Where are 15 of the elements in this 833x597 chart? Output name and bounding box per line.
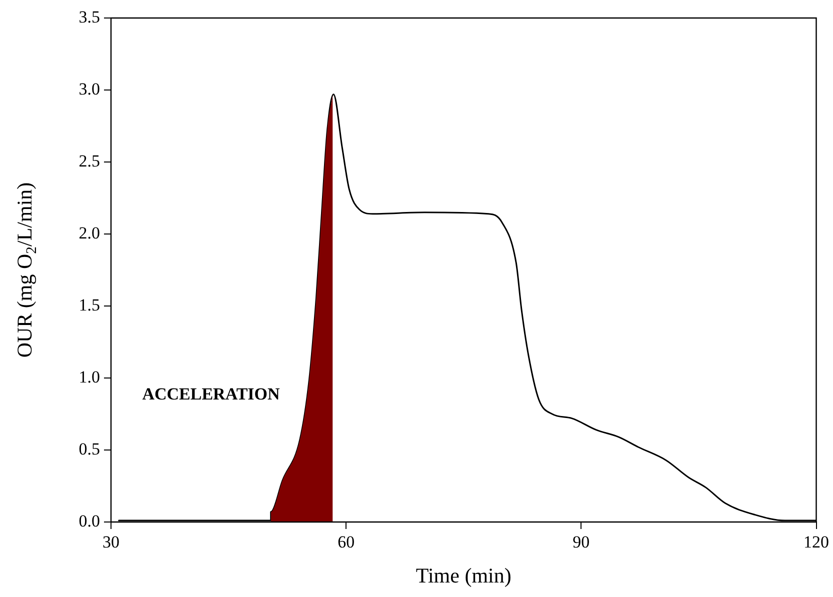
y-tick-label: 0.5 (78, 439, 100, 458)
y-tick-label: 2.0 (78, 223, 100, 242)
annotation: ACCELERATION (142, 384, 281, 404)
y-tick-label: 0.0 (78, 511, 100, 530)
x-tick-label: 120 (804, 532, 829, 552)
x-tick-label: 90 (572, 532, 590, 552)
y-tick-label: 3.5 (78, 7, 100, 26)
x-tick-label: 60 (338, 532, 355, 552)
y-tick-label: 1.0 (78, 367, 100, 386)
y-tick-label: 3.0 (78, 79, 100, 98)
y-tick-label: 2.5 (78, 151, 100, 170)
y-axis-title: OUR (mg O2/L/min) (12, 182, 40, 358)
x-tick-label: 30 (102, 532, 120, 552)
y-tick-label: 1.5 (78, 295, 100, 314)
x-axis-title: Time (min) (416, 564, 512, 588)
